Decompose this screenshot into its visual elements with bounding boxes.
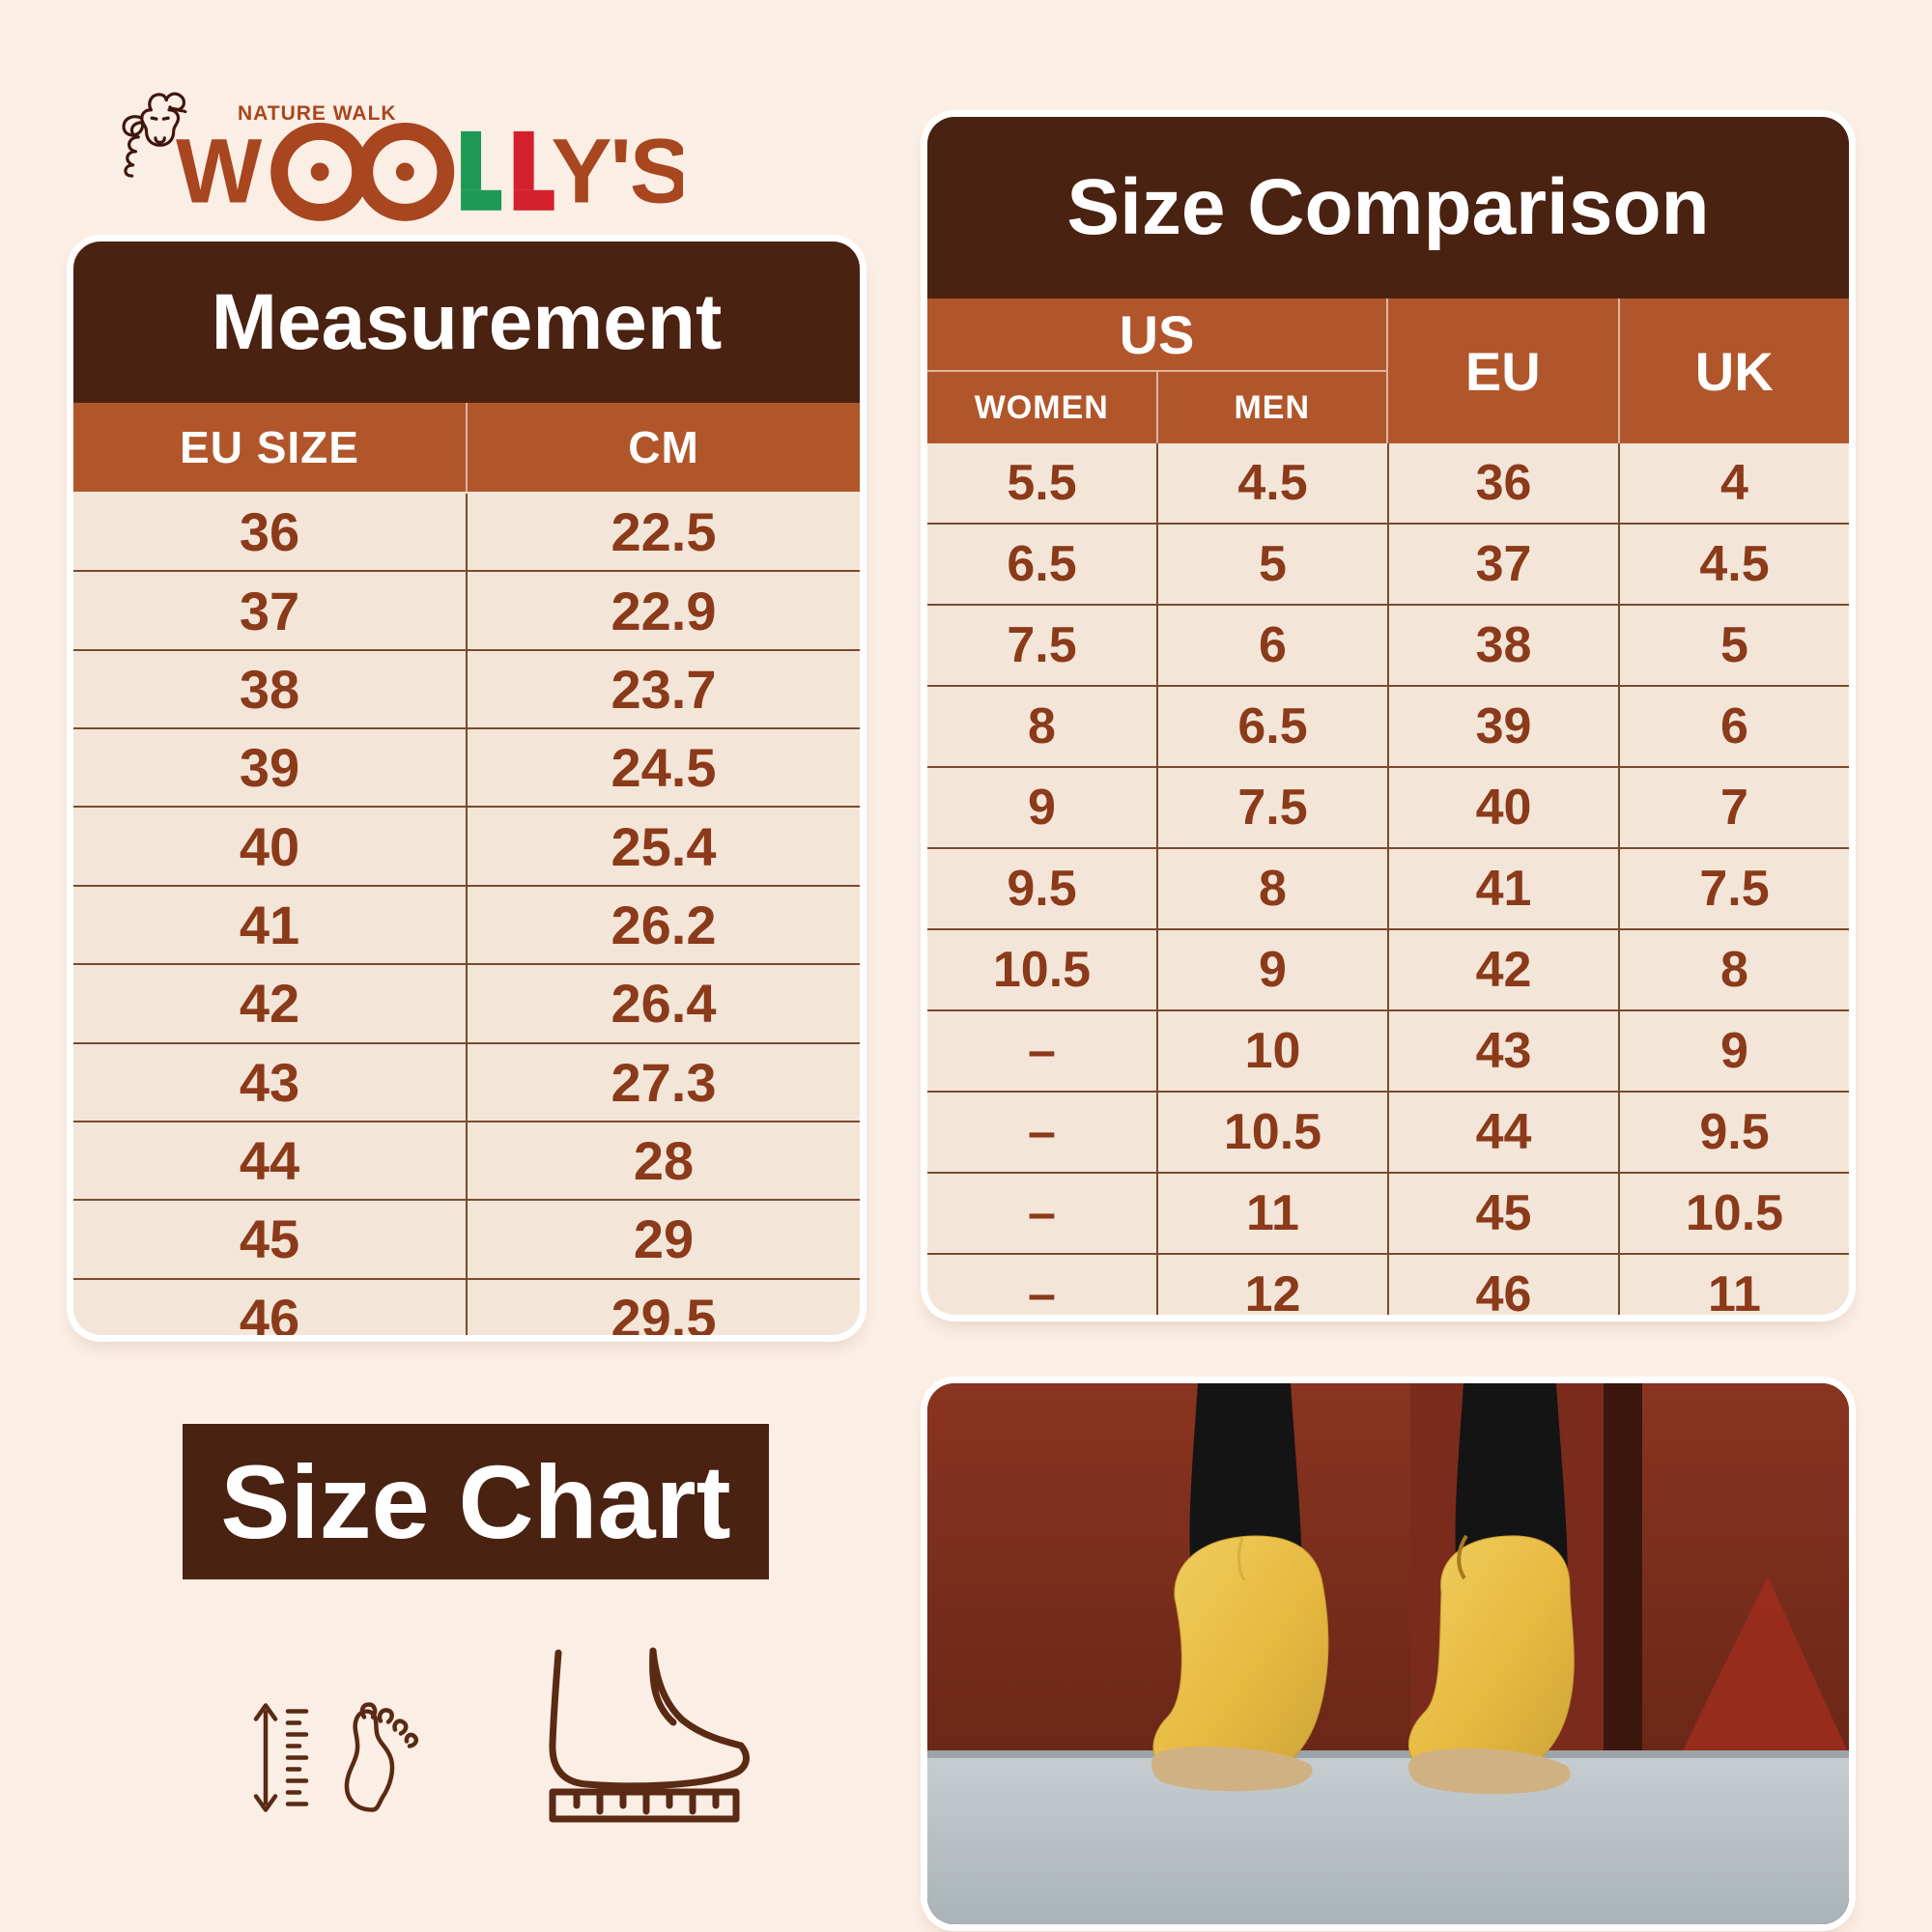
svg-text:W: W: [176, 120, 263, 222]
svg-text:Y'S: Y'S: [552, 120, 684, 222]
